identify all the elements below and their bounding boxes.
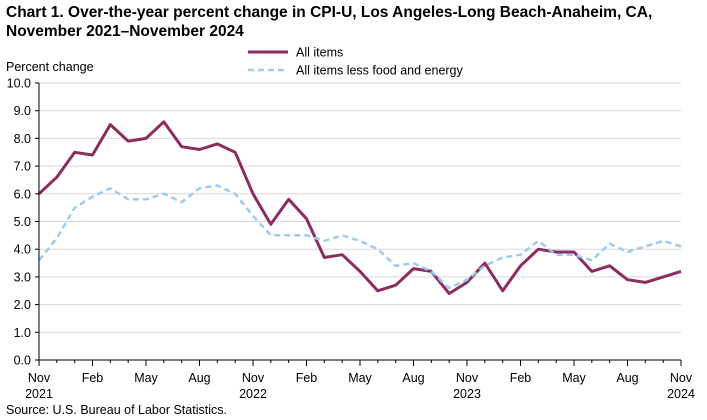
- x-tick-label: May: [562, 371, 586, 385]
- series-line-core: [38, 184, 682, 290]
- x-tick-label: Nov: [670, 371, 693, 385]
- series-lines: [37, 120, 682, 295]
- legend-label: All items: [296, 46, 343, 60]
- x-tick-year-label: 2021: [25, 387, 53, 401]
- y-tick-label: 10.0: [7, 77, 31, 91]
- x-tick-label: Feb: [82, 371, 104, 385]
- x-tick-label: Nov: [456, 371, 479, 385]
- y-tick-label: 5.0: [14, 215, 31, 229]
- y-tick-label: 9.0: [14, 104, 31, 118]
- source-note: Source: U.S. Bureau of Labor Statistics.: [6, 403, 227, 417]
- y-tick-label: 7.0: [14, 160, 31, 174]
- x-axis-ticks: Nov 2021 Feb May Aug Nov 2022 Feb May Aug Nov 2023 F…: [25, 360, 695, 401]
- y-tick-label: 6.0: [14, 187, 31, 201]
- y-tick-label: 1.0: [14, 326, 31, 340]
- y-axis-ticks: 0.0 1.0 2.0 3.0 4.0 5.0 6.0 7.0 8.0 9.0 10.0: [7, 77, 39, 368]
- x-tick-label: Nov: [28, 371, 51, 385]
- chart-title-line1: Chart 1. Over-the-year percent change in…: [6, 4, 653, 21]
- chart-title-line2: November 2021–November 2024: [6, 23, 244, 40]
- chart-title: Chart 1. Over-the-year percent change in…: [6, 3, 706, 41]
- x-tick-year-label: 2024: [667, 387, 695, 401]
- y-tick-label: 8.0: [14, 132, 31, 146]
- y-tick-label: 4.0: [14, 243, 31, 257]
- x-tick-label: Aug: [402, 371, 424, 385]
- y-tick-label: 2.0: [14, 298, 31, 312]
- gridlines: [39, 82, 681, 333]
- x-tick-label: May: [348, 371, 372, 385]
- x-tick-label: May: [134, 371, 158, 385]
- y-tick-label: 3.0: [14, 270, 31, 284]
- x-tick-year-label: 2022: [239, 387, 267, 401]
- legend: All items All items less food and energy: [248, 46, 464, 78]
- x-tick-year-label: 2023: [453, 387, 481, 401]
- y-tick-label: 0.0: [14, 354, 31, 368]
- y-axis-label: Percent change: [6, 60, 94, 74]
- x-tick-label: Aug: [616, 371, 638, 385]
- x-tick-label: Feb: [510, 371, 532, 385]
- x-tick-label: Nov: [242, 371, 265, 385]
- x-tick-label: Feb: [296, 371, 318, 385]
- legend-label: All items less food and energy: [296, 64, 464, 78]
- x-tick-label: Aug: [188, 371, 210, 385]
- series-line-all-items: [37, 120, 682, 295]
